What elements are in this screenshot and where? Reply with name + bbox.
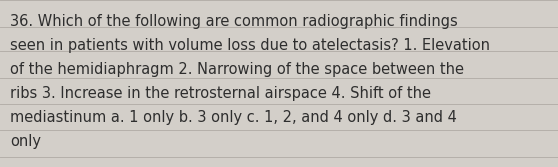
- Text: of the hemidiaphragm 2. Narrowing of the space between the: of the hemidiaphragm 2. Narrowing of the…: [10, 62, 464, 77]
- Text: only: only: [10, 134, 41, 149]
- Text: ribs 3. Increase in the retrosternal airspace 4. Shift of the: ribs 3. Increase in the retrosternal air…: [10, 86, 431, 101]
- Text: 36. Which of the following are common radiographic findings: 36. Which of the following are common ra…: [10, 14, 458, 29]
- Text: mediastinum a. 1 only b. 3 only c. 1, 2, and 4 only d. 3 and 4: mediastinum a. 1 only b. 3 only c. 1, 2,…: [10, 110, 457, 125]
- Text: seen in patients with volume loss due to atelectasis? 1. Elevation: seen in patients with volume loss due to…: [10, 38, 490, 53]
